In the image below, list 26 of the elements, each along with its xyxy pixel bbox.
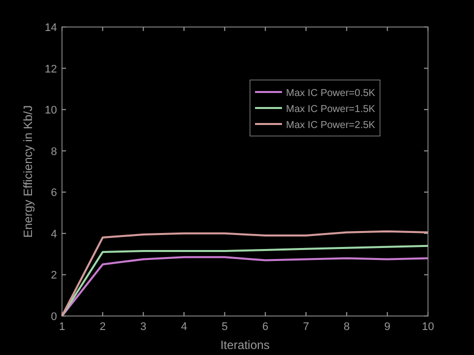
line-series xyxy=(61,256,429,317)
line-series xyxy=(61,244,429,317)
x-tick-label: 6 xyxy=(262,321,268,333)
x-axis-title: Iterations xyxy=(220,338,270,352)
x-tick-label: 8 xyxy=(344,321,350,333)
x-tick-label: 1 xyxy=(58,321,66,333)
y-tick-label: 8 xyxy=(50,146,57,158)
x-tick-label: 4 xyxy=(180,321,188,333)
x-tick-label: 7 xyxy=(302,321,310,333)
x-tick-label: 5 xyxy=(222,321,228,333)
x-tick-label: 3 xyxy=(140,321,146,333)
y-tick-label: 12 xyxy=(44,63,57,76)
x-tick-label: 10 xyxy=(422,321,434,333)
legend-label: Max IC Power=2.5K xyxy=(286,120,376,131)
y-tick-label: 2 xyxy=(50,270,57,282)
x-tick-label: 2 xyxy=(100,321,106,333)
y-tick-label: 6 xyxy=(50,187,57,200)
line-series xyxy=(61,230,429,317)
legend-label: Max IC Power=1.5K xyxy=(286,104,376,115)
y-tick-label: 14 xyxy=(44,22,57,34)
y-axis-title: Energy Efficiency in Kb/J xyxy=(21,105,35,238)
x-tick-label: 9 xyxy=(384,321,390,333)
legend-label: Max IC Power=0.5K xyxy=(286,88,376,99)
y-tick-label: 0 xyxy=(50,311,57,323)
y-tick-label: 10 xyxy=(44,104,57,117)
y-tick-label: 4 xyxy=(50,228,57,240)
